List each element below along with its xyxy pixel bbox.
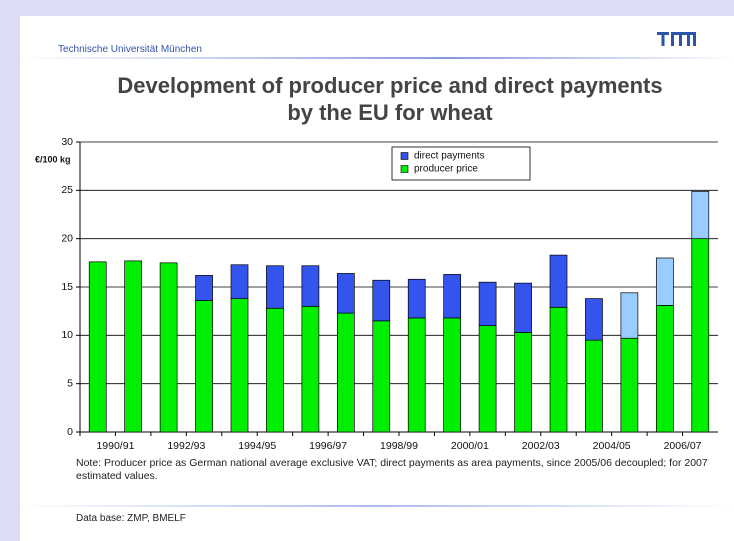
legend-label: direct payments [414,151,485,162]
y-tick-label: 10 [61,329,73,341]
bar-segment [301,265,320,307]
bar-segment [691,238,710,433]
x-tick-label: 1998/99 [380,440,418,452]
institution: Technische Universität München [58,44,202,55]
x-tick-label: 1994/95 [238,440,276,452]
bar-segment [655,257,674,306]
y-axis-label: €/100 kg [35,154,71,164]
bar-segment [301,305,320,433]
bar-segment [443,317,462,433]
top-band [0,0,734,16]
chart-title: Development of producer price and direct… [117,73,663,125]
bar-segment [585,298,603,341]
bar-segment [549,306,568,433]
x-tick-label: 2006/07 [664,440,702,452]
y-tick-label: 5 [67,377,73,389]
bar-segment [514,282,532,333]
x-tick-label: 1990/91 [96,440,134,452]
x-tick-label: 2004/05 [593,440,631,452]
x-tick-label: 2002/03 [522,440,560,452]
bar-segment [407,317,426,433]
note: Note: Producer price as German national … [76,457,708,482]
bar-segment [407,278,426,319]
bar-segment [372,279,391,322]
bar-segment [372,320,391,433]
legend-swatch [400,165,409,173]
bar-segment [620,292,639,339]
y-tick-label: 20 [61,232,73,244]
x-tick-label: 1996/97 [309,440,347,452]
legend-box [391,146,531,181]
y-tick-label: 30 [61,136,73,148]
bar-segment [478,281,497,327]
bar-segment [478,325,497,433]
bar-segment [230,264,249,299]
legend-swatch [400,152,409,160]
logo [657,32,696,46]
side-band [0,0,20,541]
header-rule [20,57,734,59]
bar-segment [655,305,674,433]
y-tick-label: 25 [61,184,73,196]
bar-segment [691,190,710,240]
y-tick-label: 15 [61,281,73,293]
legend-label: producer price [414,164,478,175]
bar-segment [124,260,143,433]
bar-segment [549,254,568,308]
bar-segment [336,273,355,314]
bar-segment [585,339,603,433]
bar-segment [620,337,639,433]
x-tick-label: 2000/01 [451,440,489,452]
bar-segment [195,275,213,301]
bar-segment [266,307,284,433]
bar-segment [230,298,249,433]
y-tick-label: 0 [67,426,73,438]
bar-segment [266,265,284,309]
source: Data base: ZMP, BMELF [76,513,186,524]
footer-rule [20,505,734,507]
bar-segment [336,312,355,433]
bar-segment [88,261,107,433]
x-tick-label: 1992/93 [167,440,205,452]
bar-segment [159,262,178,433]
bar-segment [514,332,532,433]
bar-segment [443,274,462,319]
bar-segment [195,300,213,433]
